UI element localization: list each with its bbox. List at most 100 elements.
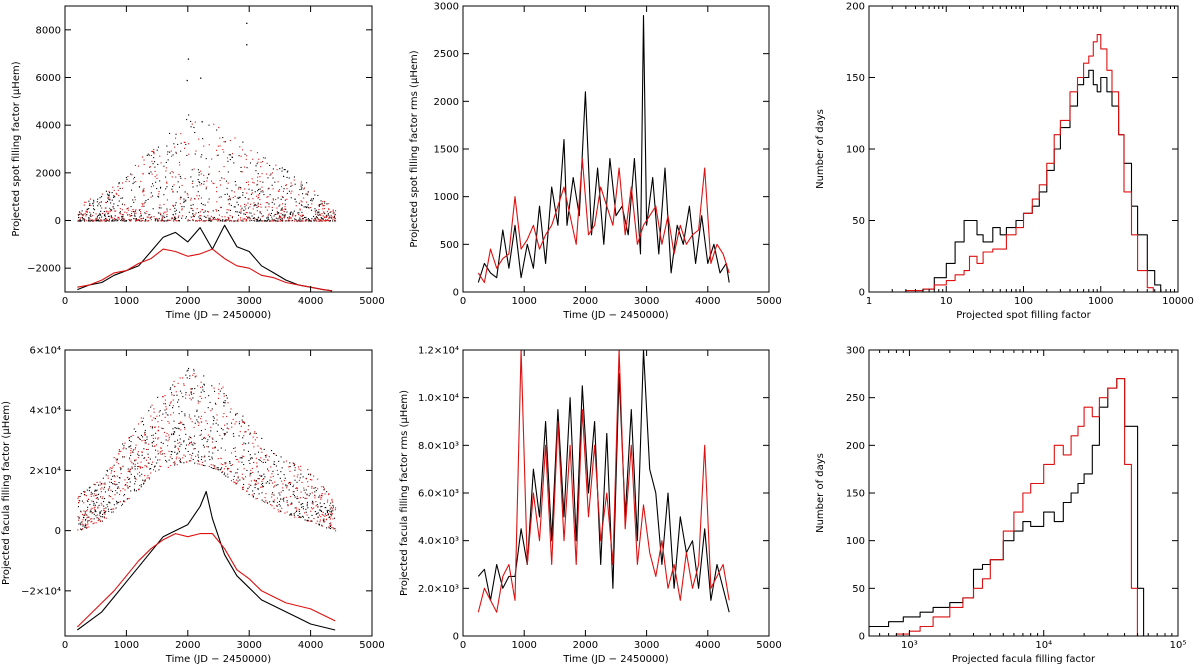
scatter-point: [280, 498, 282, 500]
scatter-point: [126, 485, 128, 487]
scatter-point: [290, 185, 292, 187]
scatter-point: [220, 463, 222, 465]
scatter-point: [205, 216, 207, 218]
scatter-point: [95, 217, 97, 219]
scatter-point: [206, 220, 208, 222]
plot-area: [76, 367, 337, 631]
scatter-point: [201, 456, 203, 458]
scatter-point: [248, 184, 250, 186]
scatter-point: [120, 490, 122, 492]
scatter-point: [154, 445, 156, 447]
scatter-point: [169, 402, 171, 404]
scatter-point: [201, 461, 203, 463]
scatter-point: [257, 482, 259, 484]
scatter-point: [250, 484, 252, 486]
scatter-point: [108, 495, 110, 497]
scatter-point: [281, 480, 283, 482]
y-tick-label: 6000: [36, 73, 61, 84]
series-line-red: [905, 34, 1154, 292]
scatter-point: [185, 143, 187, 145]
scatter-point: [209, 220, 211, 222]
scatter-point: [154, 161, 156, 163]
scatter-point: [236, 220, 238, 222]
scatter-point: [279, 218, 281, 220]
scatter-point: [211, 219, 213, 221]
scatter-point: [257, 206, 259, 208]
scatter-point: [130, 441, 132, 443]
scatter-point: [141, 467, 143, 469]
scatter-point: [326, 211, 328, 213]
scatter-point: [138, 465, 140, 467]
scatter-point: [297, 212, 299, 214]
scatter-point: [244, 206, 246, 208]
scatter-point: [137, 453, 139, 455]
scatter-point: [281, 196, 283, 198]
scatter-point: [321, 486, 323, 488]
scatter-point: [256, 152, 258, 154]
scatter-point: [204, 220, 206, 222]
scatter-point: [158, 218, 160, 220]
scatter-point: [259, 474, 261, 476]
scatter-point: [283, 497, 285, 499]
scatter-point: [206, 177, 208, 179]
scatter-point: [248, 217, 250, 219]
scatter-point: [243, 483, 245, 485]
scatter-point: [330, 516, 332, 518]
scatter-point: [147, 475, 149, 477]
scatter-point: [320, 220, 322, 222]
scatter-point: [275, 454, 277, 456]
scatter-point: [147, 216, 149, 218]
scatter-point: [225, 462, 227, 464]
scatter-point: [200, 430, 202, 432]
scatter-point: [112, 186, 114, 188]
y-tick-label: 0: [453, 632, 459, 643]
scatter-point: [272, 168, 274, 170]
scatter-point: [317, 516, 319, 518]
scatter-point: [146, 438, 148, 440]
scatter-point: [231, 452, 233, 454]
scatter-point: [211, 180, 213, 182]
scatter-point: [95, 494, 97, 496]
scatter-point: [229, 215, 231, 217]
scatter-point: [191, 123, 193, 125]
scatter-point: [282, 196, 284, 198]
scatter-point: [168, 434, 170, 436]
scatter-point: [143, 203, 145, 205]
scatter-point: [141, 473, 143, 475]
scatter-point: [277, 181, 279, 183]
scatter-point: [183, 201, 185, 203]
scatter-point: [181, 217, 183, 219]
scatter-point: [324, 521, 326, 523]
scatter-point: [302, 476, 304, 478]
scatter-point: [228, 203, 230, 205]
scatter-point: [220, 457, 222, 459]
scatter-point: [290, 211, 292, 213]
scatter-point: [296, 496, 298, 498]
scatter-point: [283, 175, 285, 177]
scatter-point: [249, 473, 251, 475]
scatter-point: [177, 401, 179, 403]
scatter-point: [196, 409, 198, 411]
scatter-point: [283, 211, 285, 213]
scatter-point: [245, 208, 247, 210]
scatter-point: [202, 138, 204, 140]
scatter-point: [94, 510, 96, 512]
scatter-point: [194, 153, 196, 155]
scatter-point: [215, 403, 217, 405]
scatter-point: [79, 495, 81, 497]
scatter-point: [87, 520, 89, 522]
scatter-point: [281, 170, 283, 172]
scatter-point: [141, 205, 143, 207]
scatter-point: [152, 437, 154, 439]
scatter-point: [128, 214, 130, 216]
scatter-point: [135, 212, 137, 214]
scatter-point: [157, 163, 159, 165]
scatter-point: [171, 176, 173, 178]
scatter-point: [266, 162, 268, 164]
scatter-point: [101, 497, 103, 499]
scatter-point: [298, 220, 300, 222]
scatter-point: [235, 211, 237, 213]
scatter-point: [134, 164, 136, 166]
scatter-point: [250, 150, 252, 152]
